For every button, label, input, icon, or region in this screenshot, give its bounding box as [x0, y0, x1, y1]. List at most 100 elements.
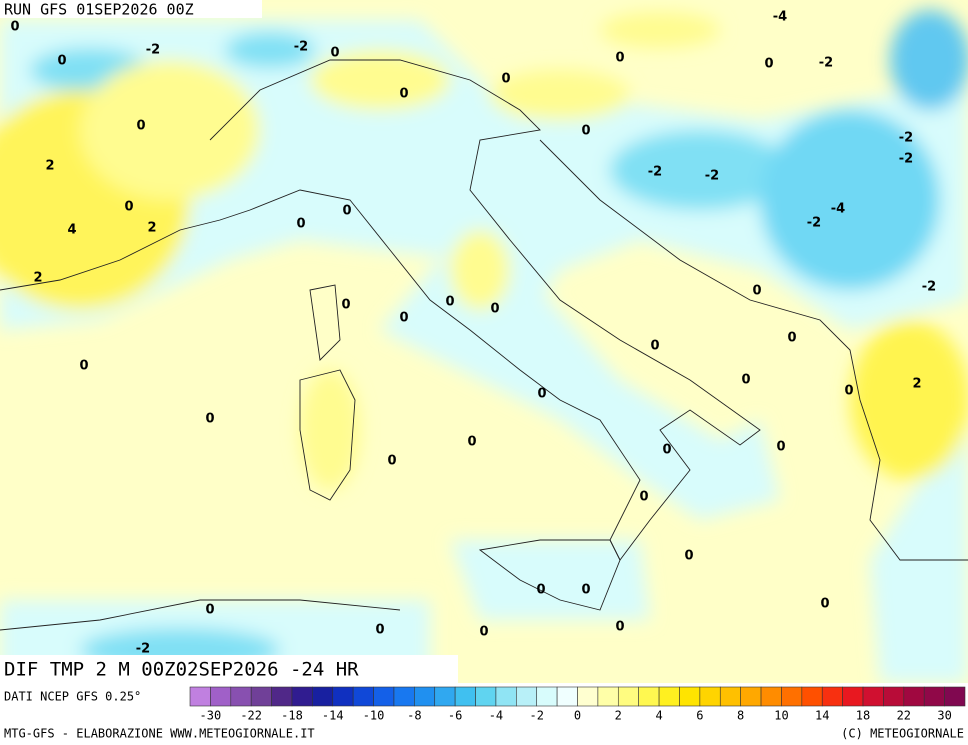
colorbar-label: 30 — [937, 709, 951, 723]
colorbar: -30 -22 -18 -14 -10 -8 -6 -4 -2 0 2 4 6 8 10 14 18 22 30 — [189, 686, 966, 723]
colorbar-swatch — [189, 686, 211, 707]
run-title: RUN GFS 01SEP2026 00Z — [4, 1, 194, 19]
contour-label: 0 — [639, 490, 648, 505]
colorbar-label: -14 — [322, 709, 344, 723]
contour-label: 0 — [79, 359, 88, 374]
contour-label: -2 — [136, 642, 150, 657]
colorbar-swatch — [658, 686, 680, 707]
field-title: DIF TMP 2 M 00Z02SEP2026 -24 HR — [4, 659, 359, 681]
colorbar-label: -2 — [529, 709, 543, 723]
contour-label: 2 — [33, 271, 42, 286]
colorbar-label: 10 — [774, 709, 788, 723]
colorbar-swatch — [638, 686, 660, 707]
contour-label: 2 — [912, 377, 921, 392]
colorbar-label: -6 — [448, 709, 462, 723]
contour-label: 0 — [479, 625, 488, 640]
contour-label: 0 — [787, 331, 796, 346]
colorbar-swatch — [903, 686, 925, 707]
contour-label: 0 — [399, 311, 408, 326]
colorbar-swatch — [230, 686, 252, 707]
contour-label: 0 — [57, 54, 66, 69]
colorbar-swatch — [271, 686, 293, 707]
colorbar-swatch — [475, 686, 497, 707]
colorbar-label: -10 — [363, 709, 385, 723]
contour-label: 0 — [10, 20, 19, 35]
contour-label: 0 — [844, 384, 853, 399]
contour-label: 0 — [342, 204, 351, 219]
colorbar-label: 2 — [615, 709, 622, 723]
colorbar-label: -8 — [407, 709, 421, 723]
colorbar-label: 0 — [574, 709, 581, 723]
contour-label: 0 — [536, 583, 545, 598]
contour-label: -2 — [146, 43, 160, 58]
contour-label: 0 — [375, 623, 384, 638]
contour-label: 0 — [581, 583, 590, 598]
colorbar-label: 14 — [815, 709, 829, 723]
colorbar-swatch — [495, 686, 517, 707]
credits-right: (C) METEOGIORNALE — [841, 727, 964, 741]
colorbar-swatch — [740, 686, 762, 707]
contour-label: 0 — [490, 302, 499, 317]
contour-label: 0 — [615, 620, 624, 635]
colorbar-swatch — [883, 686, 905, 707]
coastlines — [0, 59, 968, 631]
contour-label: 0 — [537, 387, 546, 402]
contour-label: 0 — [136, 119, 145, 134]
contour-label: -2 — [294, 40, 308, 55]
colorbar-label: 22 — [897, 709, 911, 723]
contour-label: -2 — [922, 280, 936, 295]
colorbar-swatch — [944, 686, 966, 707]
contour-label: 0 — [205, 412, 214, 427]
colorbar-label: -18 — [281, 709, 303, 723]
colorbar-swatch — [393, 686, 415, 707]
colorbar-label: -4 — [489, 709, 503, 723]
colorbar-swatch — [414, 686, 436, 707]
contour-label: -4 — [831, 202, 845, 217]
contour-label: 0 — [205, 603, 214, 618]
colorbar-label: 4 — [655, 709, 662, 723]
colorbar-swatch — [352, 686, 374, 707]
colorbar-swatch — [781, 686, 803, 707]
contour-label: 2 — [147, 221, 156, 236]
contour-label: -2 — [899, 131, 913, 146]
contour-label: -2 — [705, 169, 719, 184]
colorbar-swatch — [250, 686, 272, 707]
colorbar-swatch — [291, 686, 313, 707]
contour-label: 0 — [684, 549, 693, 564]
contour-label: 2 — [45, 159, 54, 174]
colorbar-swatch — [434, 686, 456, 707]
colorbar-label: 6 — [696, 709, 703, 723]
temperature-field — [0, 0, 968, 683]
colorbar-swatch — [536, 686, 558, 707]
contour-label: 0 — [615, 51, 624, 66]
colorbar-swatch — [923, 686, 945, 707]
colorbar-swatch — [210, 686, 232, 707]
colorbar-label: 8 — [737, 709, 744, 723]
contour-label: 0 — [662, 443, 671, 458]
contour-label: 0 — [752, 284, 761, 299]
colorbar-label: -22 — [240, 709, 262, 723]
contour-labels: 0 0 -2 -2 0 0 0 0 0 -2 -4 0 2 0 4 2 2 0 0 0 -2 -2 -2 -2 -4 -2 -2 0 0… — [10, 10, 936, 657]
contour-label: -2 — [807, 216, 821, 231]
contour-label: -2 — [648, 165, 662, 180]
contour-label: 4 — [67, 223, 76, 238]
colorbar-swatch — [760, 686, 782, 707]
colorbar-swatch — [454, 686, 476, 707]
colorbar-swatch — [679, 686, 701, 707]
contour-label: 0 — [776, 440, 785, 455]
contour-label: -2 — [899, 152, 913, 167]
contour-label: 0 — [501, 72, 510, 87]
colorbar-swatch — [719, 686, 741, 707]
data-source: DATI NCEP GFS 0.25° — [4, 690, 141, 704]
colorbar-label: -30 — [200, 709, 222, 723]
header-box — [0, 0, 262, 18]
colorbar-swatch — [597, 686, 619, 707]
colorbar-swatch — [862, 686, 884, 707]
contour-label: 0 — [387, 454, 396, 469]
colorbar-swatch — [373, 686, 395, 707]
colorbar-swatch — [312, 686, 334, 707]
colorbar-swatch — [556, 686, 578, 707]
colorbar-swatch — [699, 686, 721, 707]
